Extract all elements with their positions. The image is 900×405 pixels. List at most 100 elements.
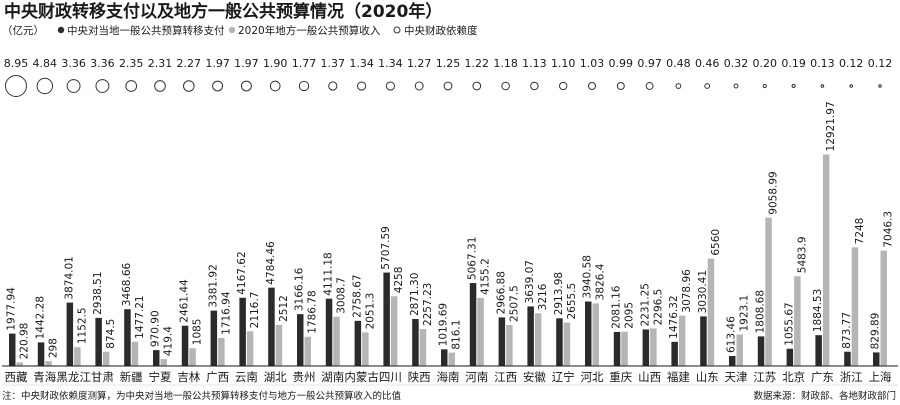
value-label-transfer: 1019.69 xyxy=(438,303,450,346)
ratio-circle xyxy=(733,83,739,89)
ratio-circle xyxy=(762,83,767,89)
value-label-revenue: 2095 xyxy=(624,302,636,329)
ratio-label: 4.84 xyxy=(33,57,58,70)
province-label: 辽宁 xyxy=(552,370,575,384)
value-label-revenue: 7046.3 xyxy=(883,211,895,248)
ratio-circle xyxy=(414,81,424,91)
ratio-circle xyxy=(501,81,510,91)
value-label-transfer: 2938.51 xyxy=(92,271,104,314)
province-label: 湖南 xyxy=(321,370,344,384)
bar-revenue xyxy=(707,258,715,366)
ratio-circle xyxy=(675,83,682,89)
unit-label: （亿元） xyxy=(2,24,44,37)
bar-revenue xyxy=(794,276,801,366)
bar-transfer xyxy=(95,317,102,366)
ratio-circle xyxy=(645,82,654,90)
province-label: 吉林 xyxy=(177,370,200,384)
value-label-transfer: 1055.67 xyxy=(783,302,795,345)
value-label-revenue: 2655.5 xyxy=(566,283,578,320)
bar-revenue xyxy=(390,296,398,366)
ratio-label: 1.34 xyxy=(378,57,403,70)
legend-dot-transfer xyxy=(57,26,65,34)
value-label-transfer: 4784.46 xyxy=(265,241,277,285)
bar-transfer xyxy=(210,310,218,366)
ratio-circle xyxy=(849,84,854,88)
value-label-transfer: 2081.16 xyxy=(611,285,623,329)
bar-transfer xyxy=(786,348,794,366)
province-label: 浙江 xyxy=(840,370,863,384)
ratio-label: 0.99 xyxy=(609,57,634,70)
value-label-revenue: 2116.7 xyxy=(249,292,261,329)
ratio-label: 0.97 xyxy=(637,57,662,70)
ratio-label: 2.27 xyxy=(177,57,202,70)
value-label-transfer: 3874.01 xyxy=(63,256,75,299)
value-label-transfer: 2966.88 xyxy=(495,271,507,314)
ratio-circle xyxy=(616,82,625,90)
bar-transfer xyxy=(729,355,736,366)
province-label: 甘肃 xyxy=(91,370,114,384)
ratio-circle xyxy=(240,80,252,92)
province-label: 西藏 xyxy=(5,370,28,384)
ratio-circle xyxy=(183,80,195,92)
value-label-revenue: 12921.97 xyxy=(825,101,837,151)
source-note: 数据来源：财政部、各地财政部门 xyxy=(753,390,896,402)
bar-revenue xyxy=(477,297,484,366)
bar-transfer xyxy=(37,342,45,366)
bar-transfer xyxy=(469,283,477,366)
province-label: 新疆 xyxy=(120,370,143,384)
ratio-label: 1.97 xyxy=(205,57,230,70)
bar-revenue xyxy=(131,341,139,366)
value-label-revenue: 4258 xyxy=(393,267,405,294)
ratio-circle xyxy=(5,75,27,97)
province-label: 云南 xyxy=(235,370,258,384)
ratio-circle xyxy=(472,81,482,91)
ratio-label: 1.27 xyxy=(407,57,432,70)
ratio-label: 1.97 xyxy=(234,57,259,70)
value-label-transfer: 1977.94 xyxy=(6,287,18,331)
value-label-transfer: 3940.58 xyxy=(582,255,594,298)
value-label-transfer: 4167.62 xyxy=(236,251,248,294)
province-label: 重庆 xyxy=(609,370,632,384)
province-label: 宁夏 xyxy=(149,370,172,384)
ratio-circle xyxy=(154,80,166,92)
province-label: 黑龙江 xyxy=(56,370,91,384)
bar-transfer xyxy=(844,351,851,366)
value-label-revenue: 2051.3 xyxy=(364,293,376,330)
value-label-transfer: 2913.98 xyxy=(553,272,565,315)
bar-transfer xyxy=(757,336,765,366)
ratio-label: 1.22 xyxy=(465,57,490,70)
ratio-circle xyxy=(385,81,395,91)
ratio-circle xyxy=(559,81,568,91)
province-label: 江西 xyxy=(494,370,517,384)
ratio-circle xyxy=(66,79,81,93)
bar-revenue xyxy=(563,322,571,366)
ratio-circle xyxy=(791,83,796,89)
value-label-revenue: 2257.23 xyxy=(422,283,434,326)
bar-transfer xyxy=(498,317,506,366)
value-label-revenue: 3078.96 xyxy=(681,269,693,313)
value-label-transfer: 1808.68 xyxy=(755,290,767,333)
bar-revenue xyxy=(765,217,772,366)
bar-revenue xyxy=(102,351,110,366)
bar-revenue xyxy=(448,352,455,366)
bar-revenue xyxy=(246,331,254,366)
bar-revenue xyxy=(304,336,311,366)
value-label-revenue: 2507.5 xyxy=(508,285,520,322)
value-label-revenue: 874.5 xyxy=(105,319,117,349)
value-label-revenue: 3008.7 xyxy=(336,277,348,314)
ratio-label: 0.13 xyxy=(810,57,835,70)
value-label-transfer: 873.77 xyxy=(841,312,853,349)
province-label: 海南 xyxy=(437,370,460,384)
value-label-transfer: 2231.25 xyxy=(639,283,651,326)
ratio-label: 1.90 xyxy=(263,57,288,70)
bar-transfer xyxy=(181,325,189,366)
bar-revenue xyxy=(678,315,686,366)
ratio-circle xyxy=(443,81,453,91)
bar-revenue xyxy=(822,154,830,366)
bar-revenue xyxy=(650,328,657,366)
ratio-label: 0.48 xyxy=(666,57,691,70)
ratio-circle xyxy=(298,80,310,92)
bar-revenue xyxy=(333,316,340,366)
